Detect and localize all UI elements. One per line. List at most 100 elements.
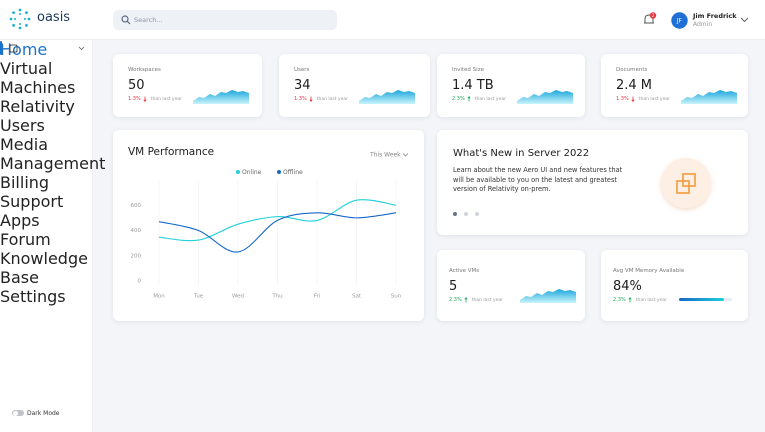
nav-label: Media Management	[0, 135, 106, 173]
nav-item[interactable]: Apps	[0, 44, 92, 230]
series-line	[158, 199, 397, 242]
stat-value: 34	[294, 78, 311, 93]
search-placeholder: Search...	[134, 16, 163, 24]
stat-value: 5	[449, 279, 458, 294]
x-tick-label: Thu	[271, 294, 282, 300]
trend-arrow	[631, 96, 635, 102]
nav-item[interactable]: Support	[0, 44, 92, 211]
nav-label: Users	[0, 116, 45, 135]
legend-label: Online	[242, 169, 262, 176]
nav-item[interactable]: Media Management	[0, 44, 105, 173]
carousel-dots	[453, 212, 479, 216]
change-value: 1.3%	[616, 96, 629, 102]
expand-chevron	[78, 46, 85, 50]
sparkline	[520, 289, 576, 303]
nav-item[interactable]: Forum	[0, 44, 92, 249]
stat-card: Documents 2.4 M 1.3% than last year	[601, 54, 748, 117]
carousel-dot	[464, 212, 468, 216]
stat-label: Users	[294, 67, 310, 73]
chevron	[78, 46, 85, 50]
top-bar: oasis Search... 2 JF Jim Fredrick Admin	[0, 0, 765, 40]
legend-label: Offline	[283, 169, 303, 176]
vm-chart: VM Performance This Week Online Offline 0 2…	[128, 146, 409, 300]
progress-bar	[679, 298, 724, 301]
avatar-initials: JF	[676, 18, 683, 25]
nav-item[interactable]: Settings	[0, 44, 92, 306]
arrow-head	[143, 99, 147, 102]
card-title: VM Performance	[128, 146, 214, 158]
nav-label: Forum	[0, 230, 51, 249]
dark-mode-label: Dark Mode	[27, 410, 60, 417]
change-row: 2.3% than last year	[613, 297, 667, 303]
arrow-head	[628, 297, 632, 300]
nav-label: Virtual Machines	[0, 59, 76, 97]
search-box[interactable]: Search...	[113, 10, 337, 30]
y-tick-label: 400	[131, 228, 142, 234]
x-tick-label: Fri	[314, 294, 321, 300]
change-row: 1.3% than last year	[128, 96, 182, 102]
change-note: than last year	[474, 96, 506, 102]
nav-item[interactable]: Relativity	[0, 44, 92, 116]
stat-value: 1.4 TB	[452, 78, 494, 93]
change-note: than last year	[471, 297, 503, 303]
user-menu-chevron[interactable]	[740, 17, 749, 23]
sparkline-area	[359, 90, 415, 104]
stat-value: 84%	[613, 279, 642, 294]
change-value: 2.3%	[449, 297, 462, 303]
feature-icon	[661, 158, 711, 208]
arrow-head	[464, 297, 468, 300]
nav-item[interactable]: Knowledge Base	[0, 44, 92, 287]
x-tick-label: Sun	[391, 294, 402, 300]
trend-arrow	[464, 297, 468, 303]
stat-card: Users 34 1.3% than last year	[279, 54, 430, 117]
change-note: than last year	[150, 96, 182, 102]
notification-bell[interactable]: 2	[642, 12, 658, 28]
nav-label: Home	[0, 40, 48, 59]
nav-icon	[9, 44, 18, 52]
sparkline	[681, 90, 737, 104]
stat-card: Invited Size 1.4 TB 2.3% than last year	[437, 54, 585, 117]
carousel-dot	[453, 212, 457, 216]
stat-value: 50	[128, 78, 145, 93]
change-value: 1.3%	[128, 96, 141, 102]
change-value: 1.3%	[294, 96, 307, 102]
stat-label: Avg VM Memory Available	[613, 268, 685, 274]
arrow-head	[631, 99, 635, 102]
period-select[interactable]: This Week	[369, 152, 401, 159]
avatar[interactable]: JF	[671, 12, 688, 29]
trend-arrow	[309, 96, 313, 102]
y-tick-label: 200	[131, 253, 142, 259]
logo-icon	[9, 8, 31, 30]
carousel-dot	[475, 212, 479, 216]
series-line	[158, 212, 397, 253]
search-icon	[121, 15, 131, 25]
sparkline	[193, 90, 249, 104]
change-note: than last year	[638, 96, 670, 102]
stat-value: 2.4 M	[616, 78, 653, 93]
trend-arrow	[628, 297, 632, 303]
change-note: than last year	[316, 96, 348, 102]
x-tick-label: Mon	[153, 294, 165, 300]
change-note: than last year	[635, 297, 667, 303]
sidebar: Home Virtual Machines Relativity Users Media…	[0, 40, 105, 432]
legend-swatch	[236, 170, 240, 174]
stat-card: Workspaces 50 1.3% than last year	[113, 54, 262, 117]
nav-item[interactable]: Users	[0, 44, 92, 135]
active-indicator	[0, 41, 2, 55]
x-tick-label: Sat	[352, 294, 362, 300]
sparkline-area	[193, 90, 249, 104]
change-row: 1.3% than last year	[294, 96, 348, 102]
nav-label: Knowledge Base	[0, 249, 88, 287]
nav-list: Home Virtual Machines Relativity Users Media…	[0, 40, 105, 306]
nav-label: Settings	[0, 287, 66, 306]
icon-shape	[9, 44, 18, 52]
progress-track	[679, 298, 732, 301]
sparkline-area	[517, 90, 573, 104]
nav-item[interactable]: Virtual Machines	[0, 44, 92, 97]
sparkline-area	[681, 90, 737, 104]
nav-item[interactable]: Billing	[0, 44, 92, 192]
y-tick-label: 600	[131, 203, 142, 209]
dark-mode-toggle[interactable]	[12, 410, 24, 416]
stat-label: Workspaces	[128, 67, 161, 73]
